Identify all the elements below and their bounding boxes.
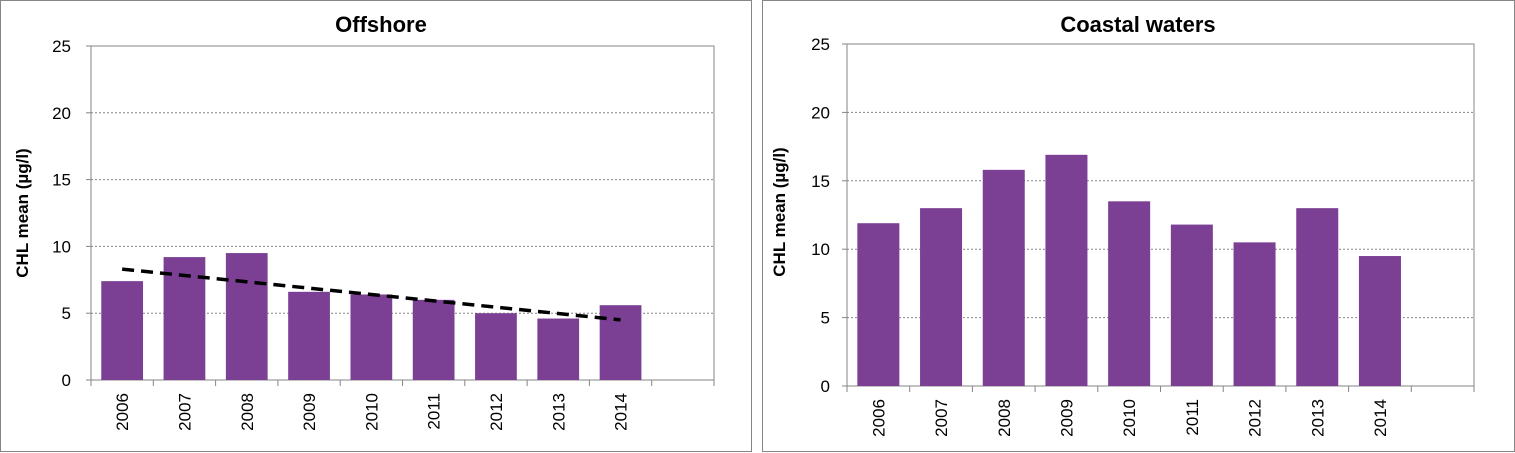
x-tick-label: 2011 <box>425 393 444 430</box>
y-tick-label: 0 <box>62 371 71 390</box>
x-tick-label: 2014 <box>1371 399 1390 437</box>
y-tick-label: 5 <box>821 309 830 328</box>
y-axis-label: CHL mean (µg/l) <box>770 147 789 276</box>
x-tick-label: 2006 <box>113 393 132 431</box>
x-tick-label: 2010 <box>362 393 381 431</box>
chart-coastal-waters: Coastal waters CHL mean (µg/l) 0 5 10 15 20 2… <box>762 0 1515 452</box>
bar-2008 <box>982 169 1025 386</box>
y-axis-label: CHL mean (µg/l) <box>13 148 32 277</box>
bar-2011 <box>412 299 455 380</box>
x-tick-label: 2008 <box>995 399 1014 437</box>
bar-2012 <box>1233 242 1276 386</box>
bar-2009 <box>1045 154 1088 386</box>
x-tick-label: 2009 <box>300 393 319 431</box>
chart-title: Offshore <box>335 12 427 37</box>
bar-2014 <box>599 305 642 380</box>
bar-2013 <box>1296 208 1339 386</box>
bar-2006 <box>857 223 900 386</box>
bar-2010 <box>350 294 393 380</box>
y-tick-label: 15 <box>811 172 830 191</box>
bar-2008 <box>225 253 268 380</box>
x-tick-label: 2010 <box>1120 399 1139 437</box>
x-tick-label: 2008 <box>238 393 257 431</box>
y-tick-label: 5 <box>62 304 71 323</box>
bar-2014 <box>1358 256 1401 386</box>
y-tick-label: 10 <box>52 237 71 256</box>
bar-2009 <box>288 291 330 380</box>
bar-2007 <box>920 208 963 386</box>
chart-offshore: Offshore CHL mean (µg/l) 0 5 10 15 20 25 2006 2… <box>0 0 752 452</box>
bar-2011 <box>1170 224 1213 386</box>
bar-2010 <box>1108 201 1151 386</box>
bar-2006 <box>101 281 144 380</box>
y-tick-label: 20 <box>52 104 71 123</box>
x-tick-label: 2006 <box>869 399 888 437</box>
x-tick-label: 2013 <box>549 393 568 431</box>
x-tick-label: 2014 <box>612 393 631 431</box>
x-tick-label: 2013 <box>1308 399 1327 437</box>
x-tick-label: 2007 <box>175 393 194 431</box>
x-tick-label: 2009 <box>1057 399 1076 437</box>
chart-title: Coastal waters <box>1060 12 1215 37</box>
x-tick-label: 2007 <box>932 399 951 437</box>
x-tick-label: 2011 <box>1183 399 1202 436</box>
y-tick-label: 0 <box>821 377 830 396</box>
y-tick-label: 20 <box>811 103 830 122</box>
y-tick-label: 15 <box>52 171 71 190</box>
chart-offshore-svg: Offshore CHL mean (µg/l) 0 5 10 15 20 25 2006 2… <box>13 12 715 431</box>
chart-coastal-waters-svg: Coastal waters CHL mean (µg/l) 0 5 10 15 20 2… <box>770 12 1475 437</box>
y-tick-label: 10 <box>811 240 830 259</box>
y-tick-label: 25 <box>811 35 830 54</box>
trendline <box>121 267 621 322</box>
x-tick-label: 2012 <box>487 393 506 431</box>
x-tick-label: 2012 <box>1246 399 1265 437</box>
bar-2013 <box>537 318 580 380</box>
y-tick-label: 25 <box>52 37 71 56</box>
bar-2012 <box>475 313 517 380</box>
